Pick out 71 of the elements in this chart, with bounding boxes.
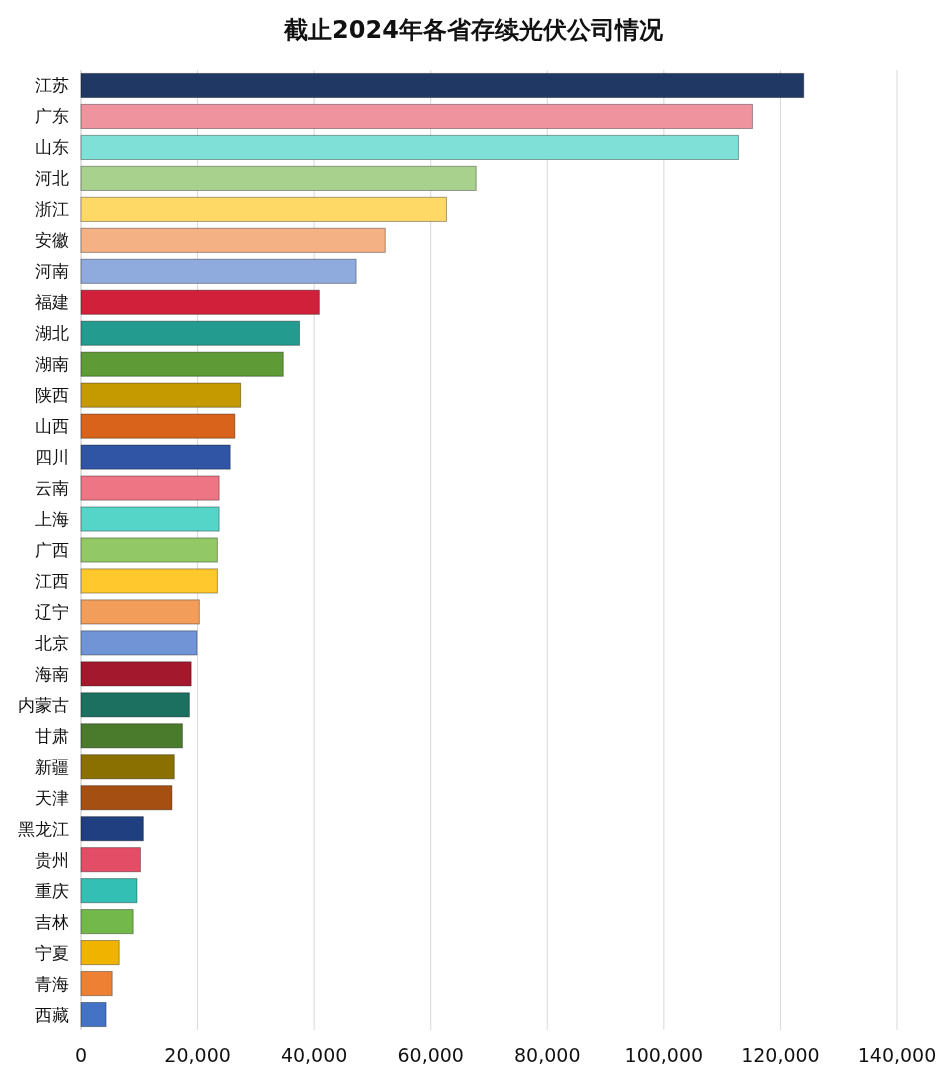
x-tick-label: 140,000	[857, 1044, 937, 1066]
bar	[80, 72, 805, 99]
x-tick-label: 80,000	[514, 1044, 581, 1066]
x-tick-label: 40,000	[280, 1044, 348, 1066]
bar	[80, 909, 134, 935]
y-tick-label: 江苏	[35, 75, 69, 96]
x-tick-label: 0	[74, 1044, 88, 1066]
bar	[80, 258, 357, 284]
y-tick-label: 新疆	[35, 756, 69, 777]
y-tick-label: 福建	[35, 292, 69, 313]
bar	[80, 475, 220, 501]
bar	[80, 537, 218, 563]
y-tick-label: 海南	[35, 663, 69, 684]
x-tick-label: 100,000	[624, 1044, 704, 1066]
y-tick-label: 天津	[35, 787, 69, 808]
y-tick-label: 贵州	[35, 849, 69, 870]
bar	[80, 785, 173, 811]
y-tick-label: 广西	[35, 540, 69, 560]
bar	[80, 103, 753, 130]
y-tick-label: 北京	[35, 632, 69, 653]
y-tick-label: 广东	[35, 106, 69, 127]
bar	[80, 196, 447, 222]
bar	[80, 630, 198, 656]
y-tick-label: 陕西	[35, 385, 69, 406]
bar	[80, 970, 113, 997]
y-tick-label: 河北	[35, 168, 69, 189]
y-tick-label: 内蒙古	[18, 694, 69, 715]
y-tick-label: 上海	[35, 509, 69, 530]
bar	[80, 599, 200, 625]
bar	[80, 289, 320, 315]
y-tick-label: 湖南	[35, 354, 69, 375]
bar	[80, 227, 386, 253]
bar	[80, 165, 477, 191]
bar	[80, 754, 175, 780]
bar	[80, 723, 183, 749]
y-tick-label: 安徽	[35, 230, 69, 251]
bar	[80, 568, 218, 594]
bar	[80, 444, 231, 470]
bar	[80, 382, 242, 408]
bar	[80, 1001, 107, 1028]
y-tick-label: 西藏	[35, 1004, 69, 1025]
bar	[80, 692, 190, 718]
y-tick-label: 山西	[35, 416, 69, 437]
bar	[80, 940, 120, 966]
y-tick-label: 青海	[35, 973, 69, 994]
bar	[80, 134, 739, 160]
y-tick-label: 甘肃	[35, 725, 69, 746]
bar	[80, 506, 220, 532]
y-tick-label: 山东	[35, 137, 69, 158]
y-tick-label: 湖北	[35, 323, 69, 344]
y-tick-label: 四川	[35, 447, 69, 468]
bar	[80, 847, 141, 873]
y-tick-label: 吉林	[35, 911, 69, 932]
bar	[80, 878, 138, 904]
bar	[80, 351, 284, 377]
y-tick-label: 浙江	[35, 199, 69, 220]
bar	[80, 816, 144, 842]
y-tick-label: 重庆	[35, 880, 69, 901]
bar	[80, 661, 192, 687]
y-tick-label: 云南	[35, 478, 69, 499]
x-tick-label: 60,000	[397, 1044, 464, 1066]
y-tick-label: 黑龙江	[18, 818, 69, 839]
bar	[80, 320, 301, 346]
y-tick-label: 辽宁	[35, 601, 69, 622]
y-tick-label: 河南	[35, 261, 69, 282]
y-tick-label: 江西	[35, 570, 69, 591]
chart-title: 截止2024年各省存续光伏公司情况	[283, 16, 664, 44]
bar	[80, 413, 236, 439]
x-tick-label: 120,000	[741, 1044, 820, 1066]
y-tick-label: 宁夏	[35, 942, 69, 963]
x-tick-label: 20,000	[164, 1044, 231, 1066]
